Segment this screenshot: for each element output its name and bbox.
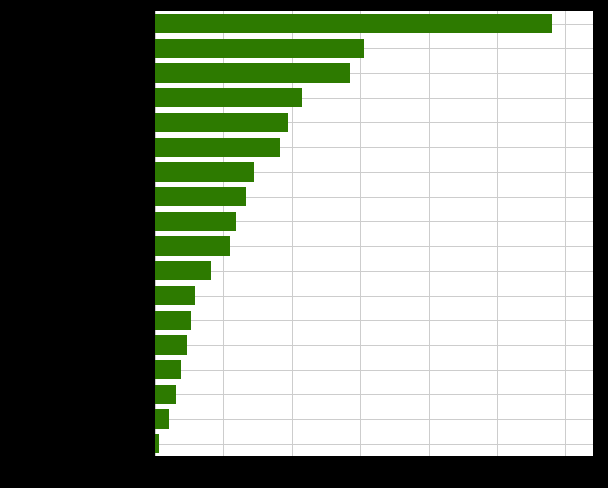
Bar bbox=[155, 138, 280, 158]
Bar bbox=[155, 262, 211, 281]
Bar bbox=[155, 311, 191, 330]
Bar bbox=[155, 40, 364, 59]
Bar bbox=[155, 187, 246, 207]
Bar bbox=[155, 64, 350, 83]
Bar bbox=[155, 360, 181, 380]
Bar bbox=[155, 336, 187, 355]
Bar bbox=[155, 212, 236, 231]
Bar bbox=[155, 15, 552, 34]
Bar bbox=[155, 409, 168, 429]
Bar bbox=[155, 237, 230, 256]
Bar bbox=[155, 385, 176, 404]
Bar bbox=[155, 89, 302, 108]
Bar bbox=[155, 114, 288, 133]
Bar bbox=[155, 434, 159, 453]
Bar bbox=[155, 286, 195, 305]
Bar bbox=[155, 163, 254, 182]
